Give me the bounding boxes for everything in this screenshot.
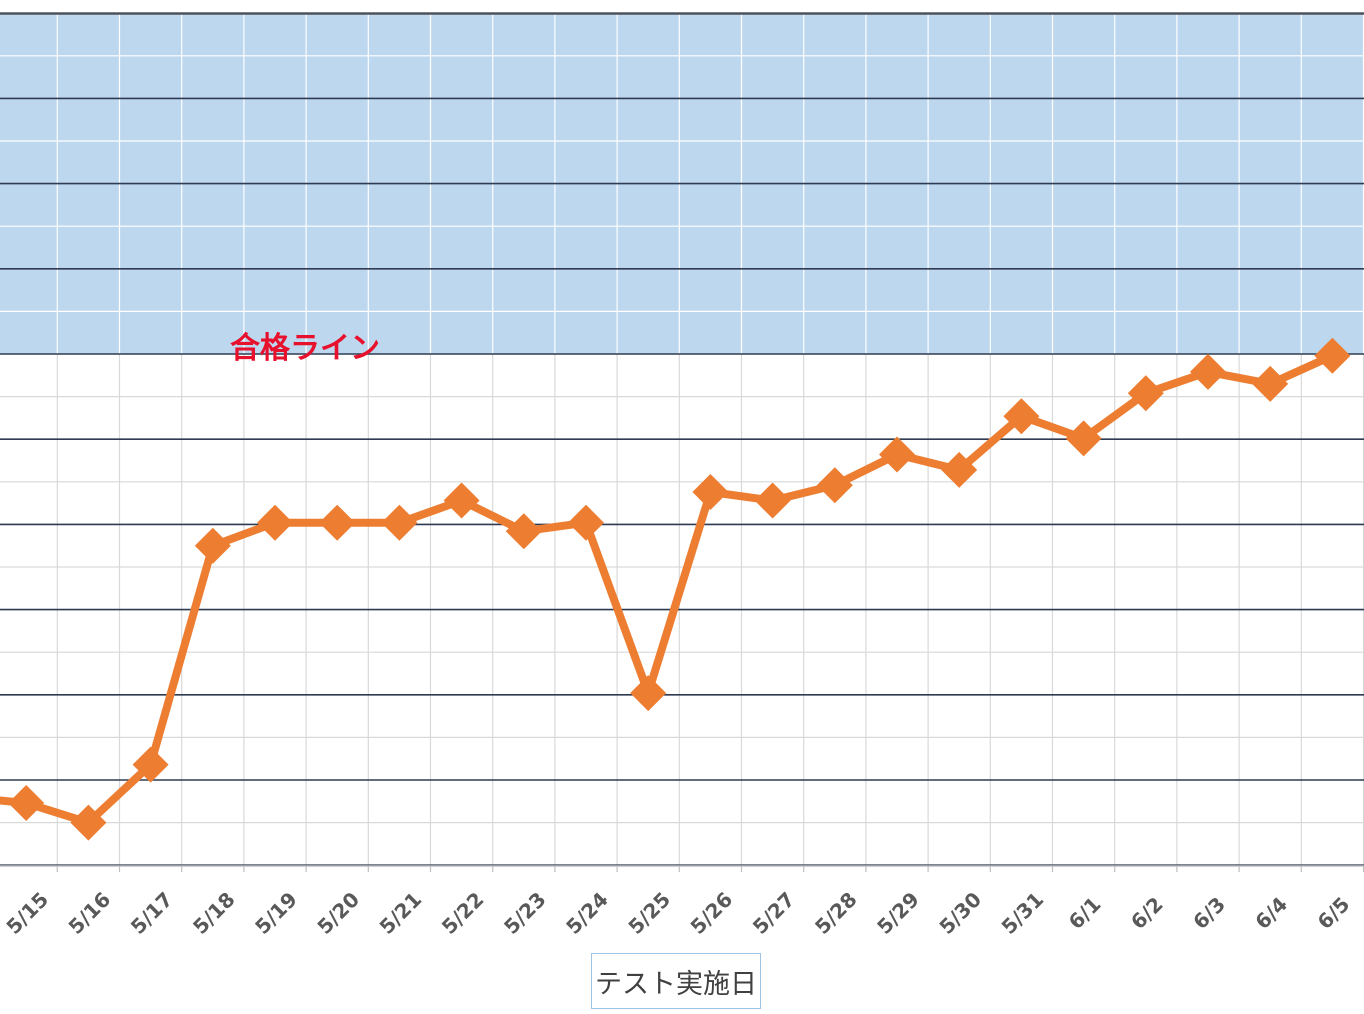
grid-layer <box>0 12 1364 872</box>
data-point-5-23 <box>505 513 542 550</box>
data-point-6-3 <box>1190 353 1226 390</box>
x-tick-label: 6/2 <box>1126 892 1168 934</box>
data-point-5-30 <box>941 451 978 488</box>
data-point-6-4 <box>1252 365 1289 402</box>
data-point-5-18 <box>194 527 231 564</box>
data-point-5-29 <box>879 436 915 473</box>
x-tick-label: 5/27 <box>748 887 800 939</box>
x-tick-label: 5/20 <box>312 887 364 939</box>
data-point-5-25 <box>630 675 667 712</box>
x-tick-label: 5/26 <box>686 887 738 939</box>
data-point-6-1 <box>1065 420 1102 457</box>
data-point-5-15 <box>8 785 45 822</box>
data-point-5-22 <box>443 482 480 519</box>
data-point-5-28 <box>816 467 853 504</box>
x-tick-label: 5/17 <box>126 887 178 939</box>
x-tick-label: 5/18 <box>188 887 240 939</box>
x-tick-label: 5/23 <box>499 887 551 939</box>
x-tick-label: 5/30 <box>934 887 986 939</box>
x-tick-label: 5/19 <box>250 887 302 939</box>
x-tick-label: 5/21 <box>375 887 427 939</box>
x-tick-label: 5/31 <box>997 887 1049 939</box>
data-point-6-2 <box>1127 375 1164 412</box>
x-tick-label: 5/24 <box>561 887 613 939</box>
data-point-5-21 <box>381 504 418 541</box>
data-point-5-26 <box>692 474 729 511</box>
data-point-5-27 <box>754 482 791 519</box>
series-line <box>0 351 1337 827</box>
x-tick-label: 6/4 <box>1250 892 1292 934</box>
data-point-6-5 <box>1314 337 1351 374</box>
x-tick-label: 5/22 <box>437 887 489 939</box>
x-tick-label: 6/1 <box>1064 892 1106 934</box>
x-tick-label: 5/28 <box>810 887 862 939</box>
series-layer <box>0 337 1351 841</box>
x-tick-label: 5/25 <box>623 887 675 939</box>
data-point-5-20 <box>319 504 356 541</box>
data-point-5-19 <box>257 504 293 541</box>
data-point-5-31 <box>1003 398 1040 435</box>
pass-line-label: 合格ライン <box>230 331 380 366</box>
x-tick-label: 6/5 <box>1313 892 1355 934</box>
x-tick-label: 5/15 <box>1 887 53 939</box>
data-point-5-17 <box>132 746 169 783</box>
tick-label-layer: 5/145/155/165/175/185/195/205/215/225/23… <box>1 887 1355 939</box>
data-point-5-16 <box>70 804 107 841</box>
x-tick-label: 6/3 <box>1188 892 1230 934</box>
x-axis-title: テスト実施日 <box>591 953 761 1009</box>
data-point-5-24 <box>568 504 604 541</box>
x-tick-label: 5/16 <box>64 887 116 939</box>
x-tick-label: 5/29 <box>872 887 924 939</box>
